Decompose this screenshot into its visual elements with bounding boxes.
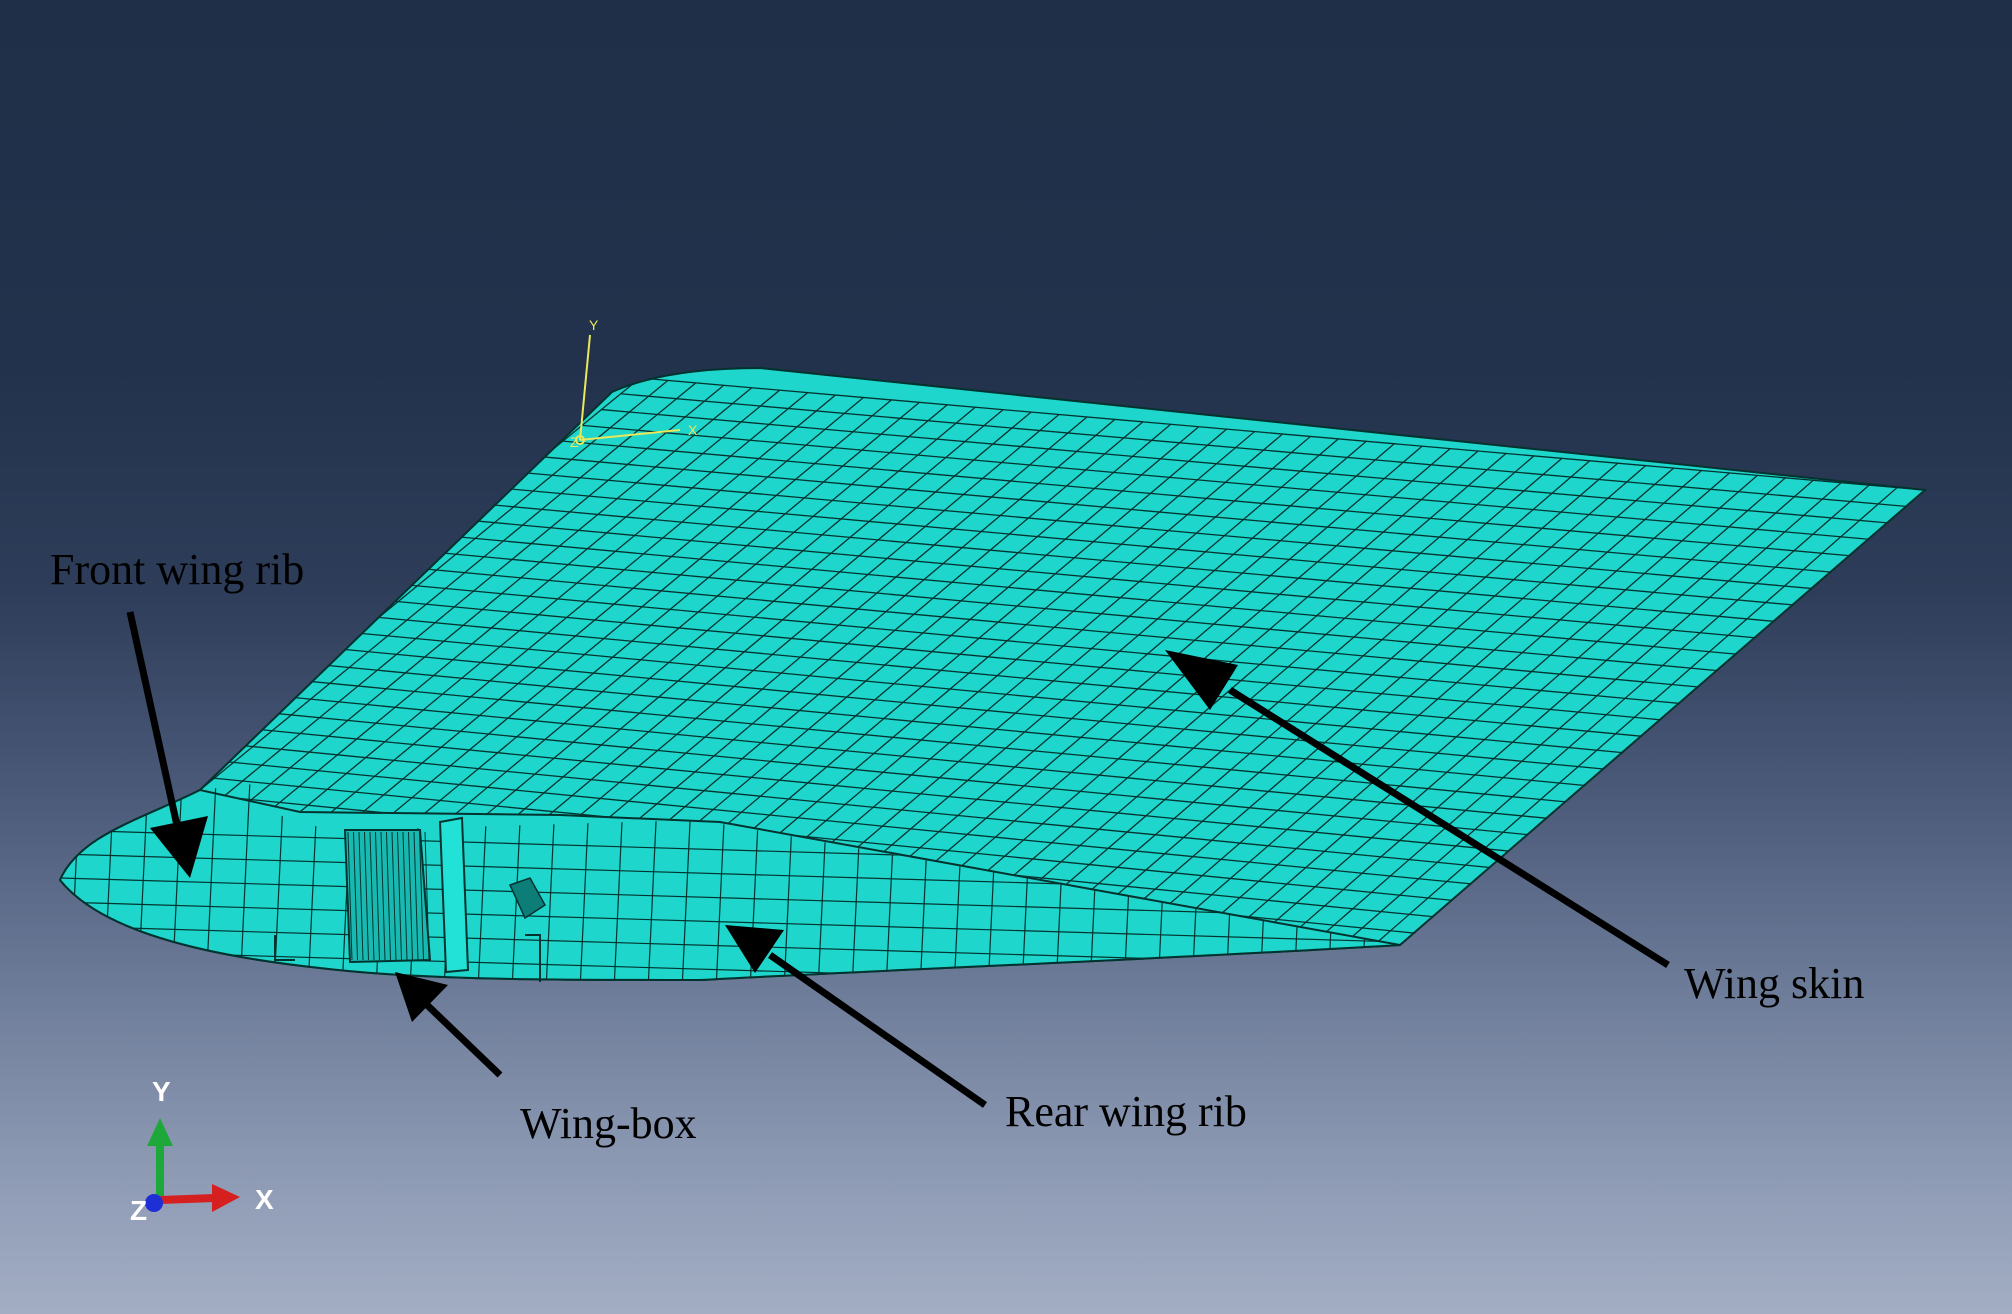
- local-axis-x-label: X: [688, 422, 698, 438]
- local-axis-y-label: Y: [589, 317, 599, 333]
- triad-y-label: Y: [152, 1076, 171, 1107]
- view-triad: [145, 1118, 240, 1212]
- local-axis-z-label: Z: [570, 434, 579, 450]
- triad-x-label: X: [255, 1184, 274, 1215]
- rear-wing-rib-arrow: [725, 925, 988, 1108]
- wing-box-arrow: [395, 972, 503, 1078]
- wing-box-label: Wing-box: [520, 1099, 697, 1148]
- triad-z-label: Z: [130, 1195, 148, 1226]
- front-wing-rib-label: Front wing rib: [50, 545, 305, 594]
- front-wing-rib-arrow: [126, 611, 208, 878]
- annotation-arrows: [126, 611, 1670, 1108]
- wing-box-cutout: [274, 816, 546, 982]
- wing-skin-arrow: [1165, 650, 1670, 968]
- local-axes: [575, 334, 681, 445]
- wing-skin-label: Wing skin: [1684, 959, 1865, 1008]
- rear-wing-rib-label: Rear wing rib: [1005, 1087, 1247, 1136]
- wing-skin-mesh: [99, 377, 1925, 951]
